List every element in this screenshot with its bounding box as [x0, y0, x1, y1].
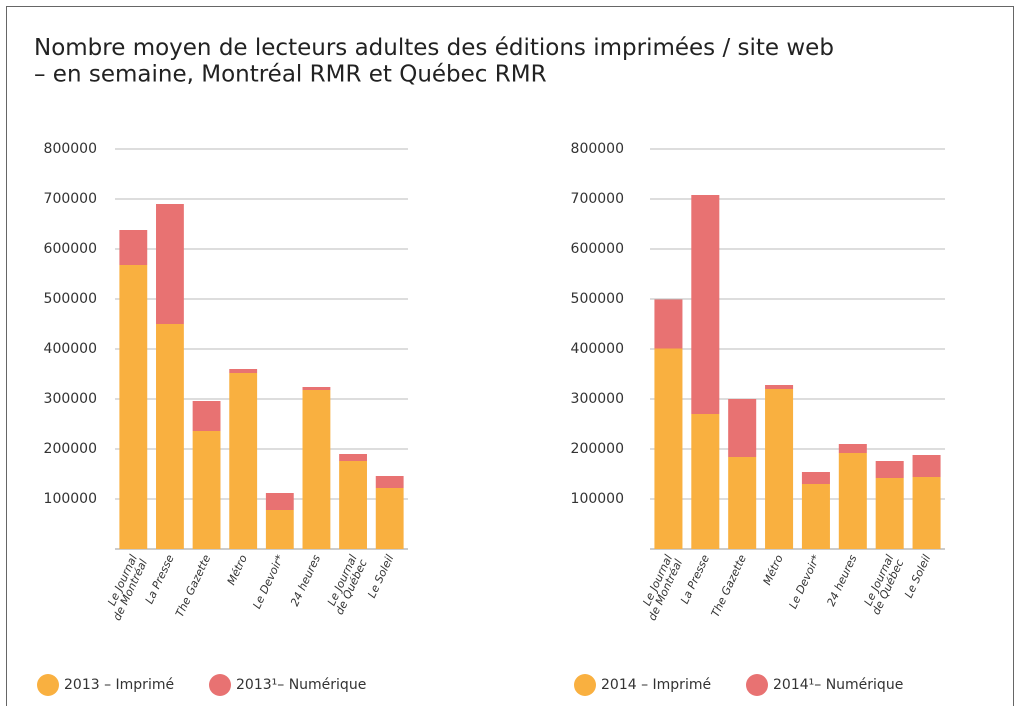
- y-tick-label: 800000: [44, 141, 97, 157]
- y-tick-label: 800000: [571, 141, 624, 157]
- x-tick-label: Le Journalde Québec: [323, 553, 370, 617]
- legend-swatch: [37, 674, 59, 696]
- legend-swatch: [209, 674, 231, 696]
- y-tick-label: 100000: [571, 491, 624, 507]
- x-tick-label-group: Le Journalde Montréal: [636, 553, 686, 623]
- bar-segment: [728, 399, 757, 457]
- x-tick-label-group: Le Journalde Québec: [323, 553, 370, 617]
- y-tick-label: 400000: [44, 341, 97, 357]
- bar-segment: [691, 195, 720, 414]
- y-tick-label: 400000: [571, 341, 624, 357]
- bar-segment: [765, 389, 794, 549]
- bar-segment: [728, 457, 757, 549]
- y-tick-label: 600000: [571, 241, 624, 257]
- legend-swatch: [746, 674, 768, 696]
- y-tick-label: 600000: [44, 241, 97, 257]
- bar-segment: [302, 387, 331, 390]
- bar-segment: [801, 472, 830, 484]
- x-tick-label: Le Devoir*: [786, 552, 822, 610]
- y-tick-label: 700000: [44, 191, 97, 207]
- bar-segment: [119, 265, 148, 549]
- bar-segment: [838, 444, 867, 453]
- bar-segment: [156, 204, 184, 324]
- bar-segment: [119, 230, 148, 265]
- bar-segment: [339, 461, 367, 549]
- y-tick-label: 500000: [571, 291, 624, 307]
- x-tick-label-group: La Presse: [678, 553, 712, 606]
- legend-label: 2013¹– Numérique: [236, 677, 366, 693]
- x-tick-label-group: The Gazette: [173, 553, 213, 620]
- chart-title: Nombre moyen de lecteurs adultes des édi…: [34, 35, 834, 87]
- x-tick-label: Métro: [225, 553, 250, 588]
- legend-label: 2013 – Imprimé: [64, 677, 174, 693]
- x-tick-label: Le Soleil: [365, 553, 396, 600]
- bar-segment: [912, 477, 941, 549]
- legend-label: 2014¹– Numérique: [773, 677, 903, 693]
- x-tick-label-group: Le Devoir*: [250, 552, 286, 610]
- x-tick-label-group: 24 heures: [824, 553, 859, 609]
- x-tick-label-group: Le Soleil: [902, 553, 933, 600]
- x-tick-label-group: Métro: [225, 553, 250, 588]
- x-tick-label: Le Journalde Montréal: [100, 553, 150, 623]
- bar-segment: [654, 348, 683, 549]
- x-tick-label: The Gazette: [709, 553, 749, 620]
- bar-segment: [229, 369, 258, 373]
- x-tick-label: Le Devoir*: [250, 552, 286, 610]
- x-tick-label-group: Le Journalde Québec: [859, 553, 907, 617]
- x-tick-label: The Gazette: [173, 553, 213, 620]
- x-tick-label: 24 heures: [288, 553, 323, 609]
- y-tick-label: 200000: [571, 441, 624, 457]
- bar-segment: [339, 454, 367, 461]
- bar-segment: [691, 414, 720, 549]
- bar-segment: [265, 510, 294, 549]
- x-tick-label: Le Journalde Québec: [859, 553, 906, 617]
- x-tick-label-group: La Presse: [143, 553, 177, 606]
- bar-segment: [765, 385, 794, 389]
- bar-segment: [375, 488, 404, 549]
- x-tick-label-group: Métro: [761, 553, 786, 588]
- x-tick-label: Le Soleil: [902, 553, 933, 600]
- bar-segment: [302, 390, 331, 549]
- bar-segment: [192, 401, 221, 431]
- bar-segment: [265, 493, 294, 510]
- x-tick-label-group: The Gazette: [709, 553, 749, 620]
- y-tick-label: 300000: [44, 391, 97, 407]
- bar-segment: [375, 476, 404, 488]
- bar-segment: [156, 324, 184, 549]
- y-tick-label: 300000: [571, 391, 624, 407]
- y-tick-label: 200000: [44, 441, 97, 457]
- bar-segment: [875, 478, 904, 549]
- x-tick-label: 24 heures: [824, 553, 859, 609]
- bar-segment: [838, 453, 867, 549]
- legend-label: 2014 – Imprimé: [601, 677, 711, 693]
- x-tick-label-group: Le Devoir*: [786, 552, 822, 610]
- bar-segment: [912, 455, 941, 477]
- x-tick-label: La Presse: [143, 553, 177, 606]
- frame: [6, 6, 1014, 706]
- x-tick-label-group: Le Soleil: [365, 553, 396, 600]
- y-tick-label: 500000: [44, 291, 97, 307]
- x-tick-label-group: Le Journalde Montréal: [100, 553, 150, 623]
- legend-swatch: [574, 674, 596, 696]
- x-tick-label-group: 24 heures: [288, 553, 323, 609]
- x-tick-label: La Presse: [678, 553, 712, 606]
- x-tick-label: Métro: [761, 553, 786, 588]
- y-tick-label: 100000: [44, 491, 97, 507]
- bar-segment: [875, 461, 904, 478]
- bar-segment: [654, 299, 683, 349]
- bar-segment: [192, 431, 221, 549]
- bar-segment: [229, 373, 258, 549]
- y-tick-label: 700000: [571, 191, 624, 207]
- bar-segment: [801, 484, 830, 549]
- x-tick-label: Le Journalde Montréal: [636, 553, 686, 623]
